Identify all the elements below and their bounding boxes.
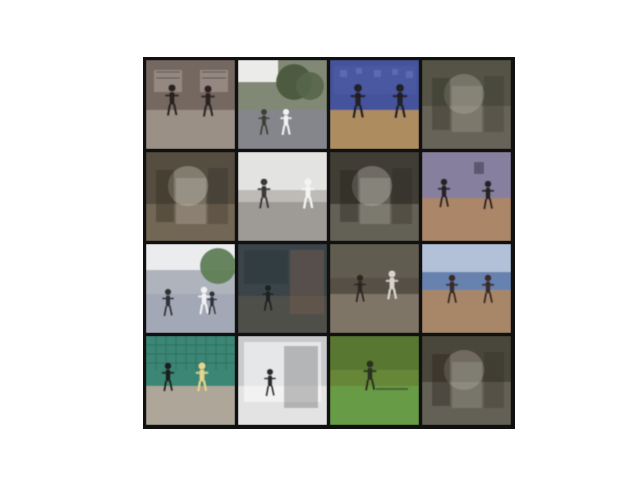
image-tile [146, 60, 235, 149]
image-tile [330, 336, 419, 425]
image-tile [330, 152, 419, 241]
image-tile [146, 336, 235, 425]
image-tile [238, 60, 327, 149]
image-tile [422, 152, 511, 241]
image-tile [422, 244, 511, 333]
image-grid [143, 57, 515, 429]
image-tile [146, 152, 235, 241]
image-tile [422, 60, 511, 149]
image-tile [330, 244, 419, 333]
image-tile [146, 244, 235, 333]
image-tile [330, 60, 419, 149]
image-tile [238, 336, 327, 425]
image-tile [422, 336, 511, 425]
image-tile [238, 244, 327, 333]
image-tile [238, 152, 327, 241]
